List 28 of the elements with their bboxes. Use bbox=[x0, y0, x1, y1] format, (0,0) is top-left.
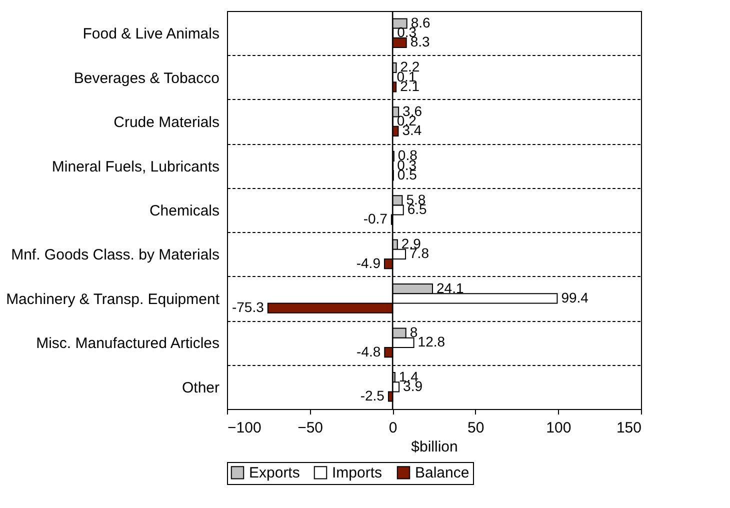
y-tick-label: Food & Live Animals bbox=[82, 26, 220, 43]
data-label: -4.8 bbox=[356, 343, 381, 360]
data-label: 24.1 bbox=[436, 280, 464, 296]
x-tick-label: 150 bbox=[616, 420, 642, 436]
y-tick-label: Beverages & Tobacco bbox=[74, 70, 220, 87]
y-tick-label: Other bbox=[182, 379, 220, 396]
y-tick-label: Crude Materials bbox=[114, 114, 220, 132]
y-tick-label: Misc. Manufactured Articles bbox=[36, 335, 220, 352]
x-tick-label: −100 bbox=[228, 420, 262, 436]
data-label: -0.7 bbox=[363, 210, 388, 227]
x-tick-label: −50 bbox=[298, 420, 324, 436]
legend-label: Imports bbox=[332, 464, 382, 482]
x-tick-label: 0 bbox=[388, 420, 398, 436]
data-label: 8 bbox=[410, 324, 418, 340]
data-label: -75.3 bbox=[232, 299, 264, 316]
x-tick-label: 50 bbox=[468, 420, 484, 436]
data-label: -2.5 bbox=[360, 388, 385, 404]
x-tick-label: 100 bbox=[546, 420, 572, 436]
y-tick-label: Chemicals bbox=[149, 202, 220, 220]
data-label: -4.9 bbox=[356, 254, 381, 271]
y-tick-label: Mnf. Goods Class. by Materials bbox=[11, 246, 220, 264]
legend-label: Exports bbox=[249, 464, 300, 482]
data-label: 12.8 bbox=[418, 334, 446, 350]
x-axis-title: $billion bbox=[411, 438, 458, 456]
y-tick-label: Machinery & Transp. Equipment bbox=[6, 290, 220, 308]
y-tick-label: Mineral Fuels, Lubricants bbox=[52, 158, 220, 176]
data-label: 99.4 bbox=[561, 289, 589, 306]
legend-label: Balance bbox=[415, 464, 470, 482]
